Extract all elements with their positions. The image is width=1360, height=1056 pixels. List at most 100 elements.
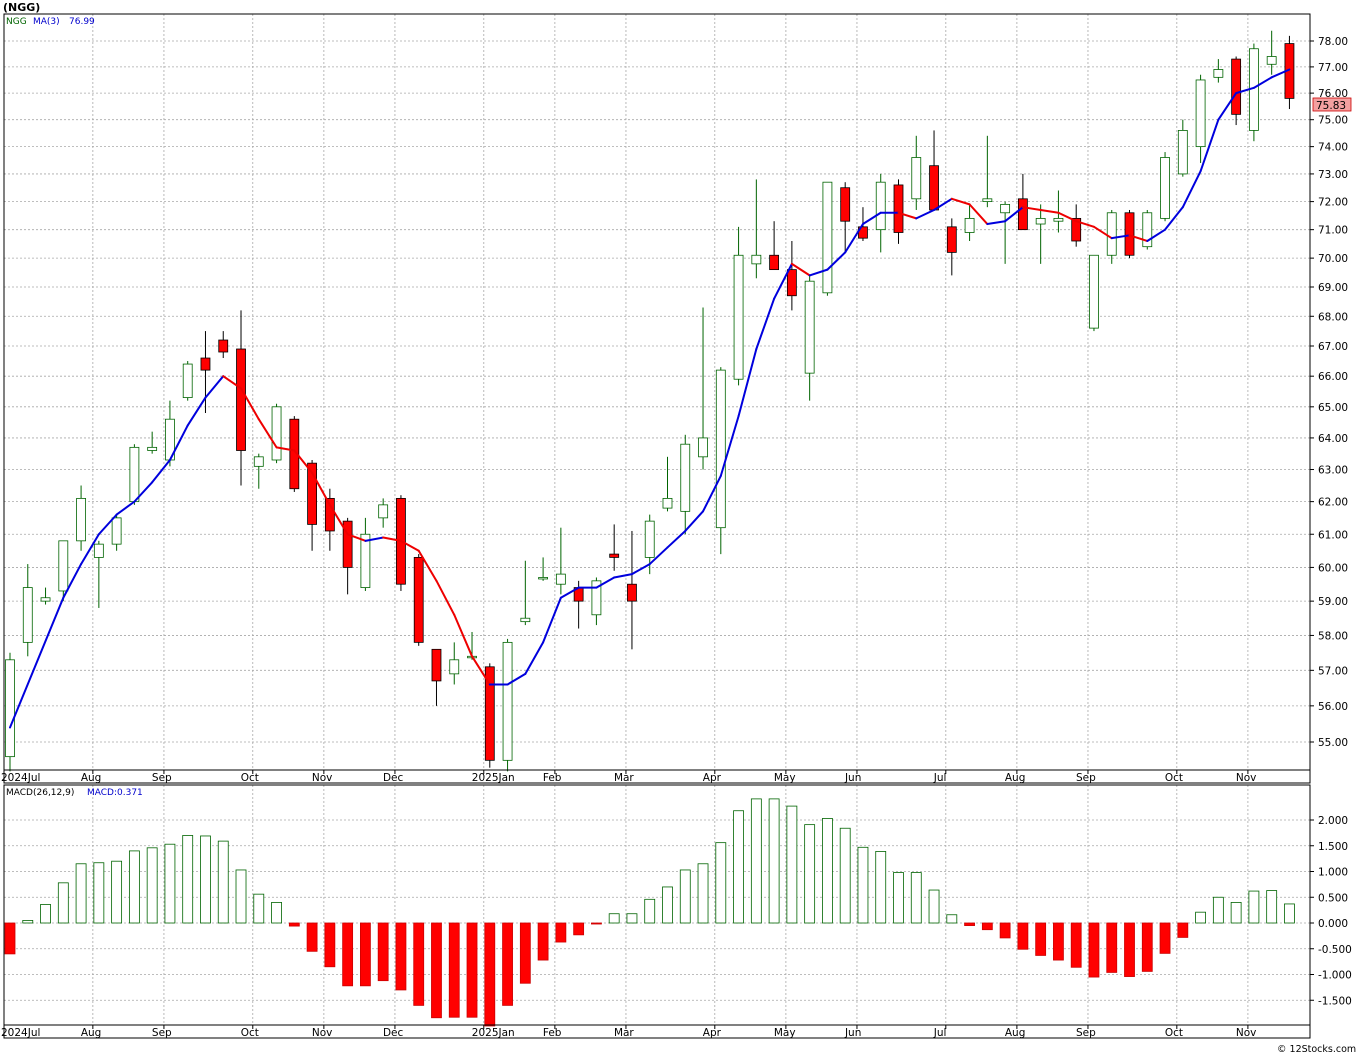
macd-histogram [4, 798, 1295, 1027]
macd-bar-positive [93, 862, 105, 924]
ma-segment [950, 197, 971, 206]
ma-segment [1039, 208, 1060, 214]
candle-body [520, 617, 531, 623]
candle-body [840, 187, 851, 222]
price-date-axis: 2024Jul Aug Sep Oct Nov Dec 2025Jan Feb Mar Apr Ma… [1, 770, 1256, 784]
macd-legend-label: MACD(26,12,9) [6, 788, 74, 798]
macd-bar-negative [537, 922, 549, 961]
price-tick-label: 55.00 [1318, 737, 1348, 749]
candle-up [253, 453, 264, 489]
price-date-label: Sep [1076, 772, 1096, 784]
candle-up [715, 367, 726, 555]
macd-bar-negative [1070, 922, 1082, 968]
macd-bar-negative [484, 922, 496, 1027]
macd-date-label: May [774, 1027, 796, 1039]
candle-down [324, 488, 335, 551]
price-tick-label: 59.00 [1318, 596, 1348, 608]
macd-bar-positive [857, 846, 869, 924]
macd-bar-negative [413, 922, 425, 1006]
ma-segment [1164, 206, 1184, 231]
ma-segment [97, 513, 118, 536]
macd-legend-value: MACD:0.371 [87, 788, 143, 798]
macd-bar-positive [644, 898, 656, 924]
ma-segment [968, 203, 989, 226]
macd-bar-positive [910, 872, 922, 924]
candle-up [698, 307, 708, 470]
price-tick-label: 70.00 [1318, 253, 1348, 265]
macd-date-label: 2025Jan [472, 1027, 515, 1039]
ma-segment [861, 211, 882, 226]
candle-body [1053, 217, 1064, 222]
macd-bar-positive [146, 847, 158, 924]
candle-body [484, 666, 495, 761]
candle-body [58, 540, 69, 592]
candle-down [1231, 56, 1242, 126]
candle-body [289, 418, 300, 490]
price-tick-label: 78.00 [1318, 36, 1348, 48]
candle-up [58, 540, 69, 602]
candle-up [76, 485, 86, 551]
candle-body [218, 339, 229, 353]
candle-body [253, 456, 264, 467]
macd-bar-negative [1106, 922, 1118, 973]
ma-segment [666, 529, 687, 549]
candle-up [680, 434, 691, 535]
candle-up [111, 514, 122, 551]
ma-segment [399, 539, 420, 552]
candle-down [1284, 35, 1295, 110]
macd-date-label: Nov [1236, 1027, 1257, 1039]
macd-bar-negative [591, 922, 602, 925]
candle-body [271, 406, 282, 461]
price-axis: 55.00 56.00 57.00 58.00 59.00 60.00 61.00 62.00… [1310, 36, 1348, 749]
ma-segment [506, 672, 527, 686]
macd-bar-positive [750, 798, 762, 924]
candle-body [982, 198, 993, 203]
macd-date-label: Dec [383, 1027, 404, 1039]
macd-bar-positive [715, 842, 727, 924]
last-price-marker: 75.83 [1312, 97, 1352, 112]
macd-date-label: Jul [933, 1027, 947, 1039]
candle-up [40, 587, 51, 605]
macd-bar-negative [1177, 922, 1189, 938]
ma-segment [240, 387, 260, 421]
macd-bar-negative [359, 922, 371, 987]
ma-segment [1004, 206, 1024, 223]
footer-credit: © 12Stocks.com [1277, 1044, 1356, 1055]
candle-up [1249, 43, 1259, 142]
candle-body [449, 659, 460, 675]
candle-down [413, 554, 424, 646]
ma-segment [168, 424, 189, 461]
macd-date-label: Oct [1165, 1027, 1183, 1039]
price-date-label: Aug [1005, 772, 1026, 784]
candle-body [1000, 203, 1011, 214]
macd-tick-label: 1.500 [1318, 841, 1348, 853]
candle-up [271, 403, 282, 464]
macd-bar-negative [1088, 922, 1100, 978]
candle-body [324, 497, 335, 532]
candle-body [715, 369, 726, 529]
ma-segment [648, 546, 669, 566]
ma-segment [9, 596, 65, 729]
price-date-label: Aug [81, 772, 102, 784]
candle-body [804, 280, 815, 374]
ma-segment [737, 348, 758, 418]
macd-date-label: Aug [81, 1027, 102, 1039]
ma-segment [453, 613, 474, 658]
ma-segment [62, 563, 83, 599]
candle-body [591, 580, 602, 616]
price-tick-label: 74.00 [1318, 142, 1348, 154]
candle-body [1017, 198, 1028, 231]
candle-body [1160, 157, 1170, 219]
candle-down [1017, 173, 1028, 231]
price-grid [3, 14, 1310, 770]
macd-bar-negative [573, 922, 585, 936]
candle-body [751, 254, 762, 265]
candle-body [769, 254, 780, 271]
candle-body [413, 557, 424, 643]
candle-down [342, 517, 353, 595]
ma-segment [1270, 68, 1291, 79]
candle-up [964, 204, 975, 241]
macd-bar-positive [1195, 911, 1206, 924]
ma-segment [186, 396, 207, 427]
price-date-label: Oct [241, 772, 259, 784]
